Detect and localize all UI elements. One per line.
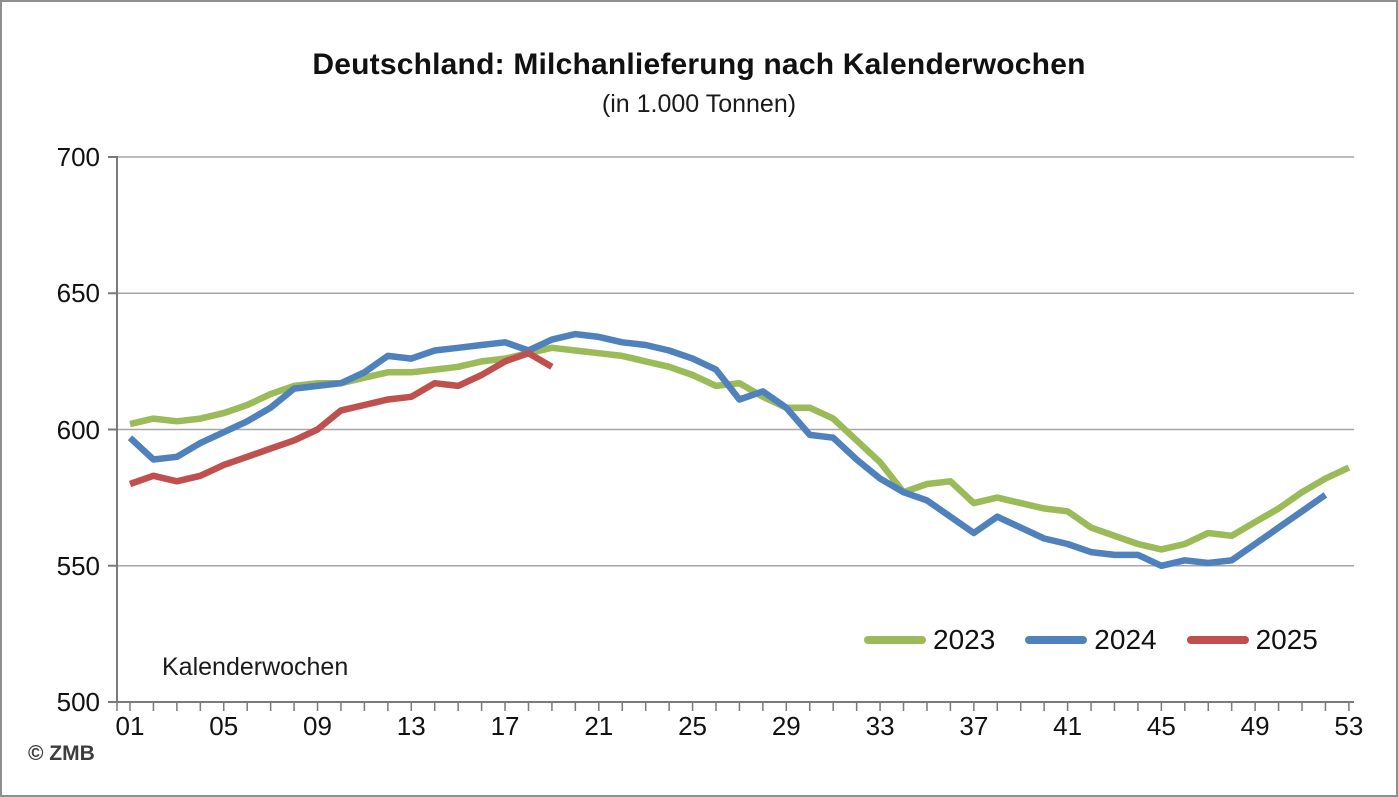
y-axis-label-650: 650 bbox=[56, 278, 100, 309]
x-axis-label-29: 29 bbox=[771, 711, 801, 741]
legend-label-2025: 2025 bbox=[1255, 624, 1318, 655]
y-axis-label-700: 700 bbox=[56, 142, 100, 172]
x-axis-label-33: 33 bbox=[865, 711, 895, 741]
legend-label-2024: 2024 bbox=[1094, 624, 1157, 655]
x-axis-label-25: 25 bbox=[678, 711, 707, 741]
copyright-label: © ZMB bbox=[28, 742, 95, 765]
x-axis-note: Kalenderwochen bbox=[162, 653, 349, 681]
x-axis-label-13: 13 bbox=[396, 711, 426, 741]
y-axis-label-500: 500 bbox=[56, 687, 100, 717]
legend-item-2024: 2024 bbox=[1025, 624, 1157, 656]
series-line-2023 bbox=[129, 344, 1351, 553]
x-axis-label-01: 01 bbox=[115, 711, 145, 741]
series-line-2025 bbox=[128, 349, 554, 488]
x-axis-label-49: 49 bbox=[1240, 711, 1270, 741]
legend-swatch-2024 bbox=[1025, 636, 1088, 644]
x-axis-label-21: 21 bbox=[584, 711, 614, 741]
legend-swatch-2025 bbox=[1186, 636, 1249, 644]
chart-subtitle: (in 1.000 Tonnen) bbox=[601, 90, 797, 118]
y-axis-label-550: 550 bbox=[56, 550, 100, 581]
x-axis-label-53: 53 bbox=[1334, 711, 1364, 741]
x-axis-label-37: 37 bbox=[959, 711, 989, 741]
x-axis-label-17: 17 bbox=[490, 711, 520, 741]
legend-item-2025: 2025 bbox=[1186, 624, 1318, 656]
legend-label-2023: 2023 bbox=[933, 624, 996, 655]
legend: 2023 2024 2025 bbox=[864, 624, 1318, 656]
y-axis-label-600: 600 bbox=[56, 414, 100, 445]
x-axis-label-41: 41 bbox=[1053, 711, 1083, 741]
chart-title: Deutschland: Milchanlieferung nach Kalen… bbox=[312, 48, 1086, 81]
x-axis-label-09: 09 bbox=[303, 711, 332, 741]
legend-item-2023: 2023 bbox=[864, 624, 995, 656]
legend-swatch-2023 bbox=[864, 636, 926, 644]
x-axis-label-05: 05 bbox=[209, 711, 239, 741]
series-line-2024 bbox=[127, 330, 1328, 570]
x-axis-label-45: 45 bbox=[1146, 711, 1176, 741]
